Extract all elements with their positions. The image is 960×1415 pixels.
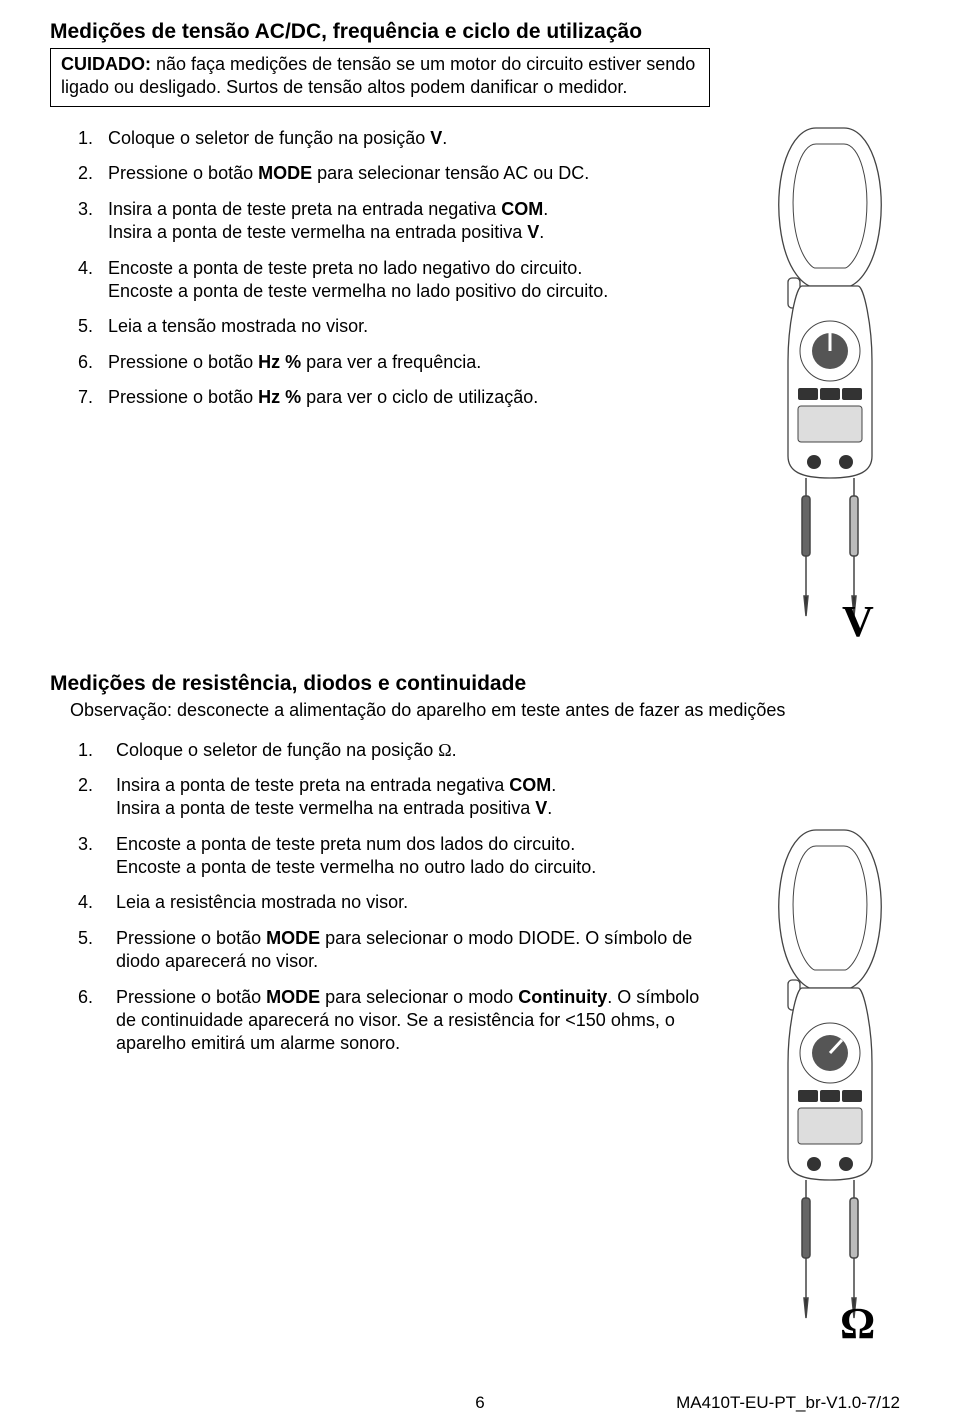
meter-svg	[760, 828, 900, 1348]
step-bold: Hz %	[258, 387, 301, 407]
step-number: 3.	[78, 833, 93, 856]
step-text: Insira a ponta de teste vermelha na entr…	[116, 798, 535, 818]
step-text: .	[452, 740, 457, 760]
warning-text: não faça medições de tensão se um motor …	[61, 54, 695, 97]
step-number: 4.	[78, 891, 93, 914]
list-item: 6. Pressione o botão Hz % para ver a fre…	[78, 351, 710, 374]
step-number: 3.	[78, 198, 93, 221]
step-text: Leia a resistência mostrada no visor.	[116, 892, 408, 912]
step-number: 2.	[78, 162, 93, 185]
step-bold: V	[430, 128, 442, 148]
step-text: Insira a ponta de teste vermelha na entr…	[108, 222, 527, 242]
list-item: 1. Coloque o seletor de função na posiçã…	[78, 127, 710, 150]
step-text: para selecionar o modo	[320, 987, 518, 1007]
step-text: Pressione o botão	[116, 928, 266, 948]
list-item: 2. Insira a ponta de teste preta na entr…	[78, 774, 710, 821]
step-text: .	[547, 798, 552, 818]
list-item: 5. Pressione o botão MODE para seleciona…	[78, 927, 710, 974]
step-bold: COM	[501, 199, 543, 219]
section2-observation: Observação: desconecte a alimentação do …	[50, 700, 910, 721]
section2-steps: 1. Coloque o seletor de função na posiçã…	[50, 739, 710, 1056]
step-number: 1.	[78, 127, 93, 150]
step-bold: Hz %	[258, 352, 301, 372]
step-text: Encoste a ponta de teste vermelha no out…	[116, 857, 596, 877]
step-bold: COM	[509, 775, 551, 795]
list-item: 3. Encoste a ponta de teste preta num do…	[78, 833, 710, 880]
step-text: Pressione o botão	[108, 163, 258, 183]
step-text: .	[442, 128, 447, 148]
step-text: Encoste a ponta de teste preta no lado n…	[108, 258, 582, 278]
step-text: .	[539, 222, 544, 242]
step-text: Encoste a ponta de teste vermelha no lad…	[108, 281, 608, 301]
step-text: Insira a ponta de teste preta na entrada…	[116, 775, 509, 795]
ohm-symbol: Ω	[840, 1298, 875, 1349]
doc-version: MA410T-EU-PT_br-V1.0-7/12	[676, 1393, 900, 1413]
step-bold: V	[527, 222, 539, 242]
warning-label: CUIDADO:	[61, 54, 151, 74]
step-bold: MODE	[258, 163, 312, 183]
warning-box: CUIDADO: não faça medições de tensão se …	[50, 48, 710, 107]
voltage-symbol: V	[842, 596, 874, 647]
step-text: Insira a ponta de teste preta na entrada…	[108, 199, 501, 219]
step-number: 7.	[78, 386, 93, 409]
list-item: 4. Encoste a ponta de teste preta no lad…	[78, 257, 710, 304]
list-item: 6. Pressione o botão MODE para seleciona…	[78, 986, 710, 1056]
step-text: Pressione o botão	[108, 387, 258, 407]
section2-title: Medições de resistência, diodos e contin…	[50, 672, 910, 696]
step-text: Encoste a ponta de teste preta num dos l…	[116, 834, 575, 854]
step-number: 5.	[78, 315, 93, 338]
step-number: 4.	[78, 257, 93, 280]
list-item: 4. Leia a resistência mostrada no visor.	[78, 891, 710, 914]
step-text: Pressione o botão	[116, 987, 266, 1007]
step-symbol: Ω	[438, 740, 451, 760]
step-text: .	[543, 199, 548, 219]
step-text: para selecionar tensão AC ou DC.	[312, 163, 589, 183]
step-number: 5.	[78, 927, 93, 950]
step-text: Leia a tensão mostrada no visor.	[108, 316, 368, 336]
step-text: para ver a frequência.	[301, 352, 481, 372]
step-number: 6.	[78, 986, 93, 1009]
section1-title: Medições de tensão AC/DC, frequência e c…	[50, 20, 910, 44]
list-item: 7. Pressione o botão Hz % para ver o cic…	[78, 386, 710, 409]
step-number: 1.	[78, 739, 93, 762]
section1-steps: 1. Coloque o seletor de função na posiçã…	[50, 127, 710, 410]
step-text: Pressione o botão	[108, 352, 258, 372]
step-bold: Continuity	[518, 987, 607, 1007]
list-item: 3. Insira a ponta de teste preta na entr…	[78, 198, 710, 245]
step-bold: V	[535, 798, 547, 818]
meter-svg	[760, 126, 900, 646]
step-text: para ver o ciclo de utilização.	[301, 387, 538, 407]
list-item: 1. Coloque o seletor de função na posiçã…	[78, 739, 710, 762]
step-number: 2.	[78, 774, 93, 797]
step-text: .	[551, 775, 556, 795]
list-item: 2. Pressione o botão MODE para seleciona…	[78, 162, 710, 185]
step-bold: MODE	[266, 987, 320, 1007]
step-bold: MODE	[266, 928, 320, 948]
meter-figure-resistance: Ω	[760, 828, 900, 1348]
meter-figure-voltage: V	[760, 126, 900, 646]
step-number: 6.	[78, 351, 93, 374]
step-text: Coloque o seletor de função na posição	[116, 740, 438, 760]
list-item: 5. Leia a tensão mostrada no visor.	[78, 315, 710, 338]
step-text: Coloque o seletor de função na posição	[108, 128, 430, 148]
